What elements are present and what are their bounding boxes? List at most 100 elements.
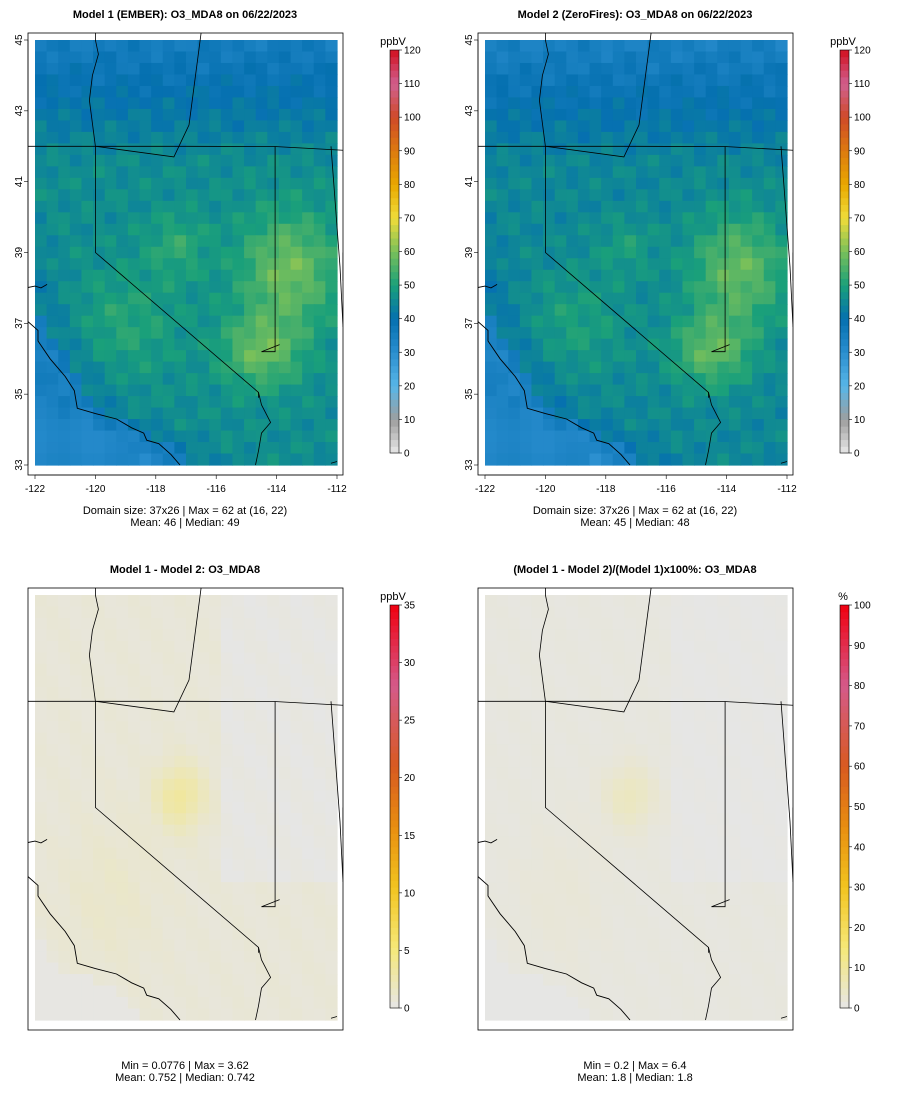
grid-cell <box>278 744 292 757</box>
colorbar-segment <box>390 224 399 232</box>
grid-cell <box>647 859 660 872</box>
grid-cell <box>531 629 544 642</box>
grid-cell <box>139 453 152 466</box>
grid-cell <box>162 606 175 619</box>
colorbar-segment <box>840 786 849 794</box>
grid-cell <box>659 281 672 294</box>
grid-cell <box>325 675 338 688</box>
grid-cell <box>290 97 303 110</box>
grid-cell <box>612 51 625 64</box>
grid-cell <box>601 85 614 99</box>
grid-cell <box>232 755 245 768</box>
grid-cell <box>232 396 245 409</box>
grid-cell <box>232 744 245 757</box>
grid-cell <box>209 396 222 409</box>
grid-cell <box>290 836 303 849</box>
grid-cell <box>612 595 625 608</box>
grid-cell <box>278 177 292 190</box>
grid-cell <box>186 166 199 179</box>
colorbar-segment <box>840 298 849 306</box>
grid-cell <box>127 778 141 791</box>
grid-cell <box>752 154 765 167</box>
grid-cell <box>81 882 94 895</box>
grid-cell <box>577 223 591 236</box>
grid-cell <box>93 893 106 906</box>
grid-cell <box>740 962 753 975</box>
grid-cell <box>728 108 742 122</box>
grid-cell <box>93 744 106 757</box>
grid-cell <box>554 882 567 895</box>
grid-cell <box>612 200 625 213</box>
grid-cell <box>612 189 625 202</box>
grid-cell <box>531 859 544 872</box>
grid-cell <box>58 790 71 803</box>
grid-cell <box>302 997 315 1010</box>
grid-cell <box>313 1008 326 1021</box>
grid-cell <box>566 686 579 699</box>
grid-cell <box>624 755 637 768</box>
colorbar-tick-label: 10 <box>854 415 866 426</box>
grid-cell <box>104 997 117 1010</box>
grid-cell <box>519 652 533 665</box>
grid-cell <box>752 223 765 236</box>
grid-cell <box>775 629 788 642</box>
grid-cell <box>127 686 141 699</box>
grid-cell <box>659 62 672 76</box>
grid-cell <box>186 315 199 328</box>
colorbar-segment <box>390 177 399 185</box>
grid-cell <box>151 442 164 455</box>
grid-cell <box>302 442 315 455</box>
grid-cell <box>717 617 730 631</box>
grid-cell <box>139 74 152 87</box>
grid-cell <box>566 200 579 213</box>
colorbar-segment <box>840 840 849 848</box>
grid-cell <box>58 985 71 998</box>
grid-cell <box>325 974 338 987</box>
grid-cell <box>197 859 210 872</box>
grid-cell <box>35 269 48 282</box>
grid-cell <box>554 974 567 987</box>
grid-cell <box>496 985 509 998</box>
grid-cell <box>46 617 59 631</box>
grid-cell <box>302 200 315 213</box>
grid-cell <box>302 166 315 179</box>
grid-cell <box>694 939 707 952</box>
state-border <box>545 146 709 398</box>
grid-cell <box>659 916 672 929</box>
grid-cell <box>58 143 71 156</box>
grid-cell <box>682 373 695 386</box>
grid-cell <box>104 97 117 110</box>
grid-cell <box>244 384 257 397</box>
grid-cell <box>752 166 765 179</box>
grid-cell <box>162 709 175 722</box>
grid-cell <box>325 732 338 745</box>
grid-cell <box>174 698 187 711</box>
grid-cell <box>313 361 326 374</box>
colorbar-segment <box>840 665 849 673</box>
grid-cell <box>694 905 707 918</box>
grid-cell <box>244 338 257 351</box>
grid-cell <box>244 698 257 711</box>
grid-cell <box>694 350 707 363</box>
grid-cell <box>670 373 684 386</box>
grid-cell <box>93 606 106 619</box>
grid-cell <box>624 97 637 110</box>
grid-cell <box>636 870 649 883</box>
colorbar-segment <box>390 732 399 740</box>
grid-cell <box>589 595 602 608</box>
grid-cell <box>496 200 509 213</box>
grid-cell <box>601 407 614 420</box>
grid-cell <box>104 652 117 665</box>
grid-cell <box>267 258 280 271</box>
grid-cell <box>151 189 164 202</box>
grid-cell <box>508 40 521 53</box>
grid-cell <box>93 74 106 87</box>
grid-cell <box>174 453 187 466</box>
grid-cell <box>162 212 175 225</box>
grid-cell <box>531 453 544 466</box>
grid-cell <box>69 985 83 998</box>
grid-cell <box>519 223 533 236</box>
grid-cell <box>740 905 753 918</box>
grid-cell <box>197 813 210 826</box>
